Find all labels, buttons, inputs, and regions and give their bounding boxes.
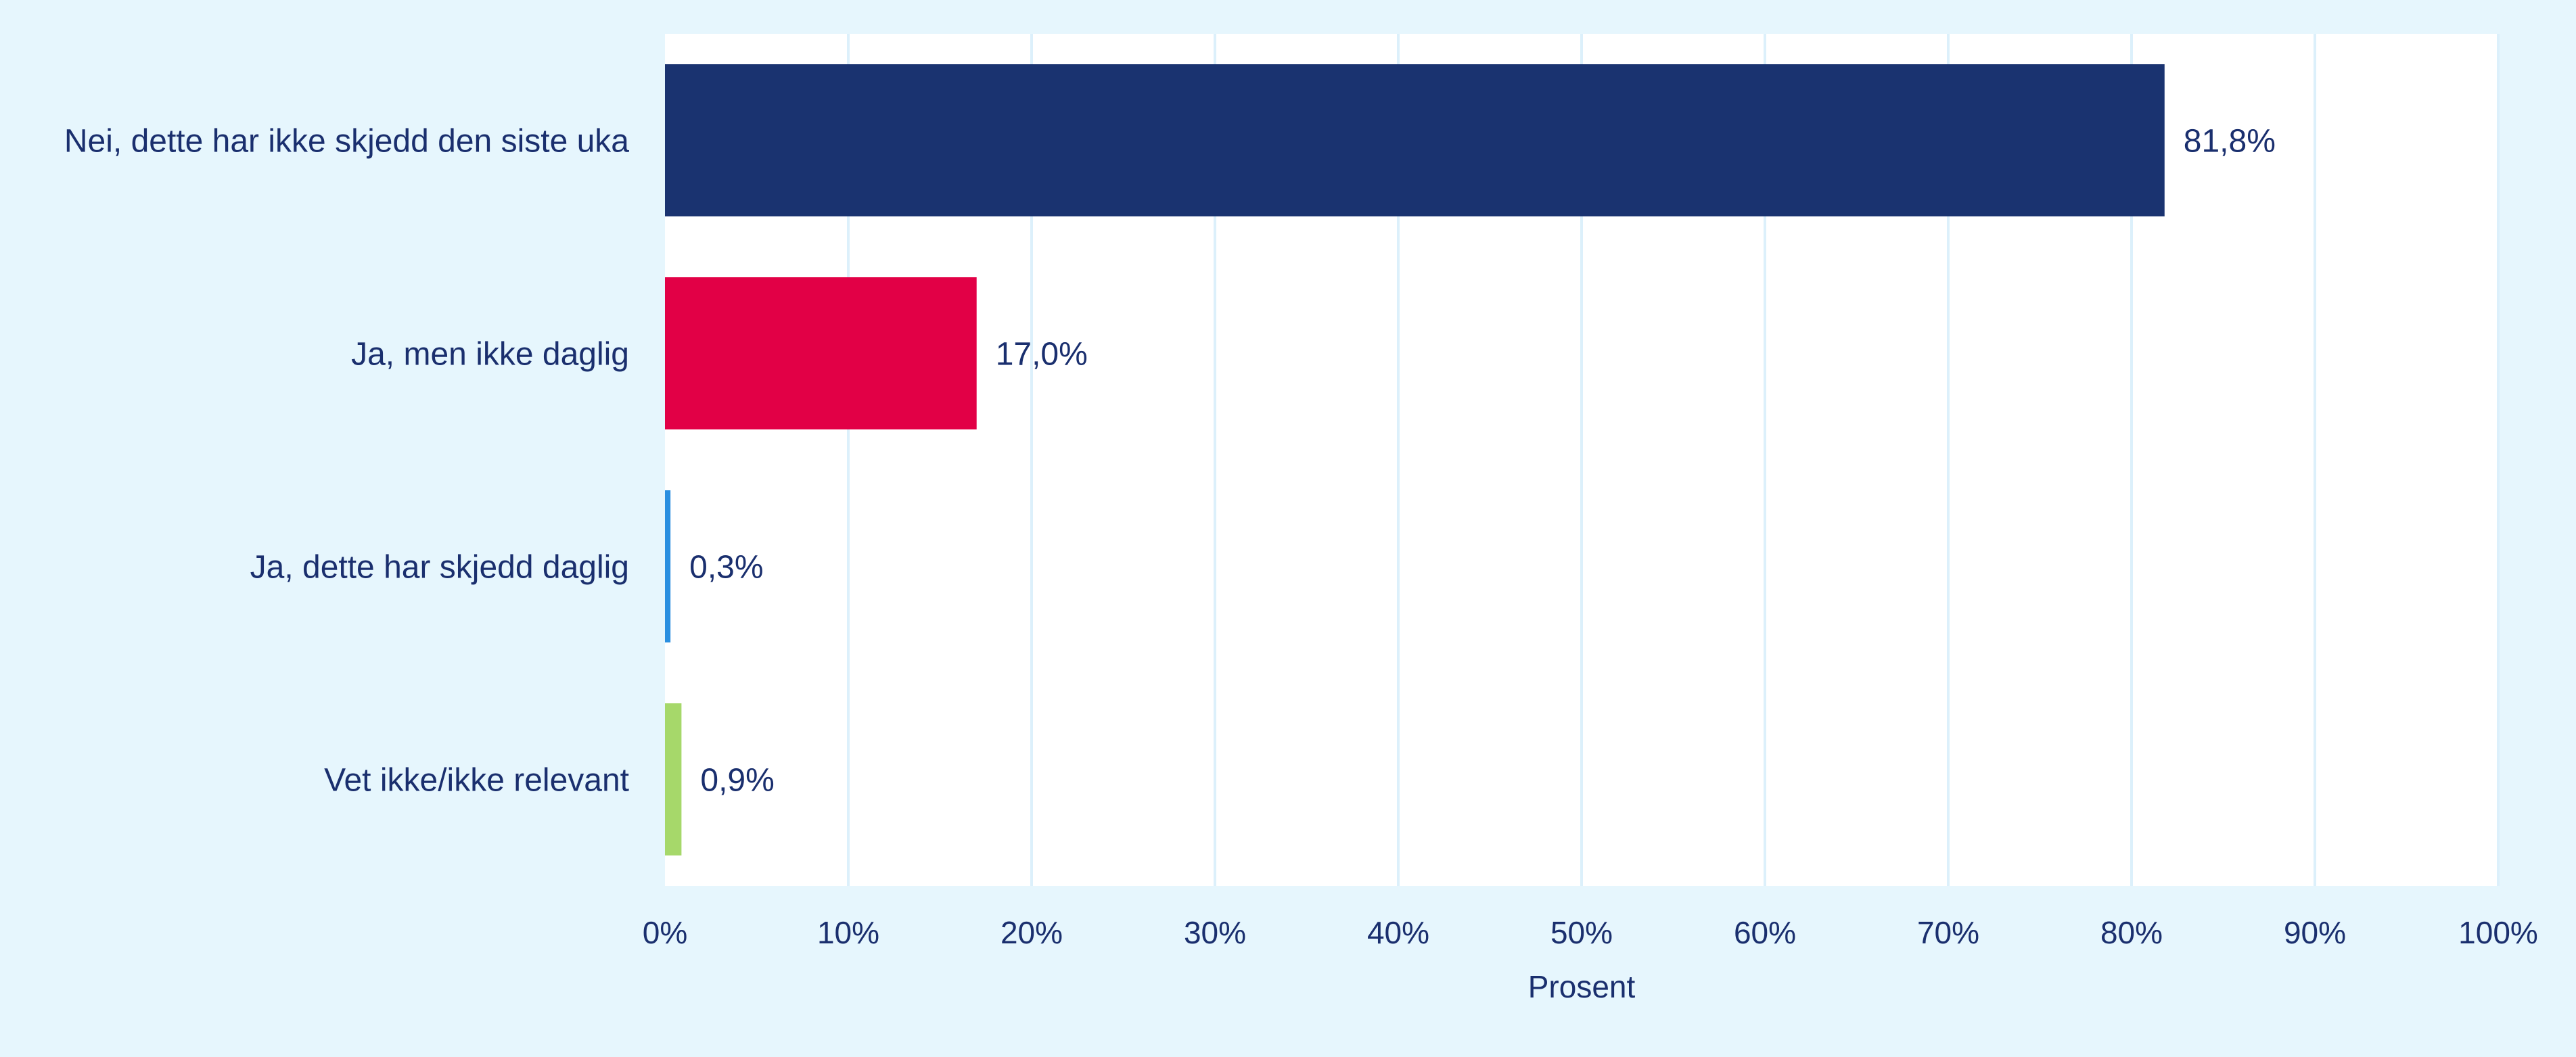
- labels: 0% 10% 20% 30% 40% 50% 60% 70% 80% 90% 100% Nei, de…: [64, 124, 2538, 951]
- x-tick-label: 100%: [2458, 915, 2538, 950]
- x-axis-title: Prosent: [1528, 969, 1636, 1004]
- x-tick-label: 10%: [817, 915, 879, 950]
- data-label: 81,8%: [2184, 124, 2276, 160]
- data-label: 0,3%: [689, 550, 763, 586]
- x-tick-label: 90%: [2284, 915, 2346, 950]
- bar: [665, 703, 682, 855]
- data-label: 17,0%: [996, 337, 1088, 373]
- x-tick-label: 60%: [1734, 915, 1796, 950]
- bar: [665, 490, 671, 642]
- category-label: Vet ikke/ikke relevant: [324, 763, 629, 799]
- category-label: Nei, dette har ikke skjedd den siste uka: [64, 124, 629, 160]
- bar: [665, 64, 2165, 216]
- category-label: Ja, men ikke daglig: [351, 337, 629, 373]
- x-tick-label: 70%: [1917, 915, 1979, 950]
- data-label: 0,9%: [700, 763, 774, 799]
- x-tick-label: 0%: [643, 915, 687, 950]
- x-tick-label: 20%: [1001, 915, 1063, 950]
- x-tick-label: 30%: [1184, 915, 1246, 950]
- x-tick-label: 80%: [2100, 915, 2163, 950]
- bars: [665, 64, 2165, 855]
- bar: [665, 277, 977, 429]
- x-tick-label: 40%: [1367, 915, 1429, 950]
- category-label: Ja, dette har skjedd daglig: [250, 550, 629, 586]
- x-tick-label: 50%: [1550, 915, 1613, 950]
